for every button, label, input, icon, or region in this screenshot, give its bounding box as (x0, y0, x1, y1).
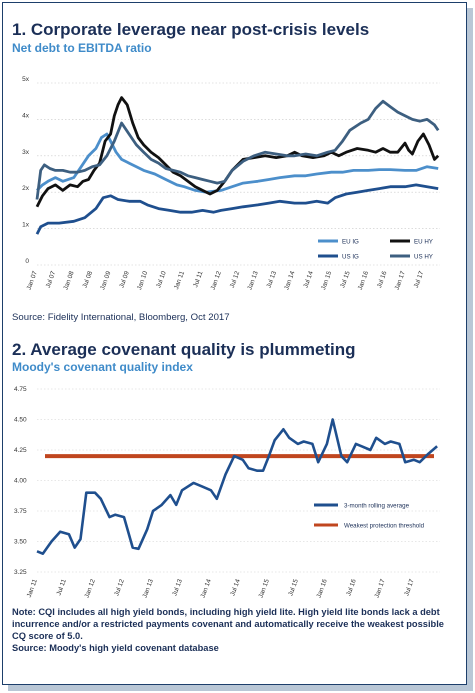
legend-label: US IG (342, 254, 359, 261)
y-tick-label: 2x (22, 185, 30, 192)
x-tick-label: Jul 11 (56, 578, 68, 597)
chart1-subtitle: Net debt to EBITDA ratio (12, 41, 152, 55)
y-tick-label: 3x (22, 149, 30, 156)
series-line (36, 418, 438, 555)
legend-label: EU HY (414, 239, 433, 246)
series-line (36, 132, 439, 194)
y-tick-label: 1x (22, 222, 30, 229)
x-tick-label: Jan 16 (316, 578, 329, 599)
legend-label: EU IG (342, 239, 359, 246)
y-tick-label: 5x (22, 76, 30, 83)
x-tick-label: Jul 17 (403, 578, 416, 597)
series-line (35, 183, 439, 235)
x-tick-label: Jul 15 (287, 578, 300, 597)
legend-label: Weakest protection threshold (344, 523, 425, 530)
x-tick-label: Jul 13 (171, 578, 184, 597)
y-tick-label: 3.75 (14, 508, 27, 515)
y-tick-label: 0 (25, 258, 29, 265)
footnotes: Note: CQI includes all high yield bonds,… (12, 606, 452, 654)
legend-label: US HY (414, 254, 433, 261)
note-text: Note: CQI includes all high yield bonds,… (12, 607, 444, 641)
y-tick-label: 3.50 (14, 539, 27, 546)
chart2-subtitle: Moody's covenant quality index (12, 360, 193, 374)
y-tick-label: 4.25 (14, 447, 27, 454)
x-tick-label: Jul 16 (345, 578, 358, 597)
x-tick-label: Jan 14 (200, 578, 213, 599)
chart2-source: Source: Moody's high yield covenant data… (12, 643, 219, 653)
x-tick-label: Jan 12 (84, 578, 97, 599)
x-tick-label: Jan 11 (26, 578, 39, 599)
series-line (35, 99, 440, 200)
x-tick-label: Jan 15 (258, 578, 271, 599)
x-tick-label: Jul 14 (229, 578, 242, 597)
chart2-title: 2. Average covenant quality is plummetin… (12, 340, 356, 359)
y-tick-label: 4.75 (14, 386, 27, 393)
chart1-source: Source: Fidelity International, Bloomber… (12, 312, 230, 323)
chart1-title: 1. Corporate leverage near post-crisis l… (12, 20, 370, 39)
legend-label: 3-month rolling average (344, 503, 410, 510)
x-tick-label: Jul 12 (113, 578, 126, 597)
y-tick-label: 4.50 (14, 417, 27, 424)
x-tick-label: Jan 17 (374, 578, 387, 599)
chart-card (2, 2, 467, 685)
y-tick-label: 3.25 (14, 569, 27, 576)
x-tick-label: Jan 13 (142, 578, 155, 599)
y-tick-label: 4.00 (14, 478, 27, 485)
y-tick-label: 4x (22, 112, 30, 119)
